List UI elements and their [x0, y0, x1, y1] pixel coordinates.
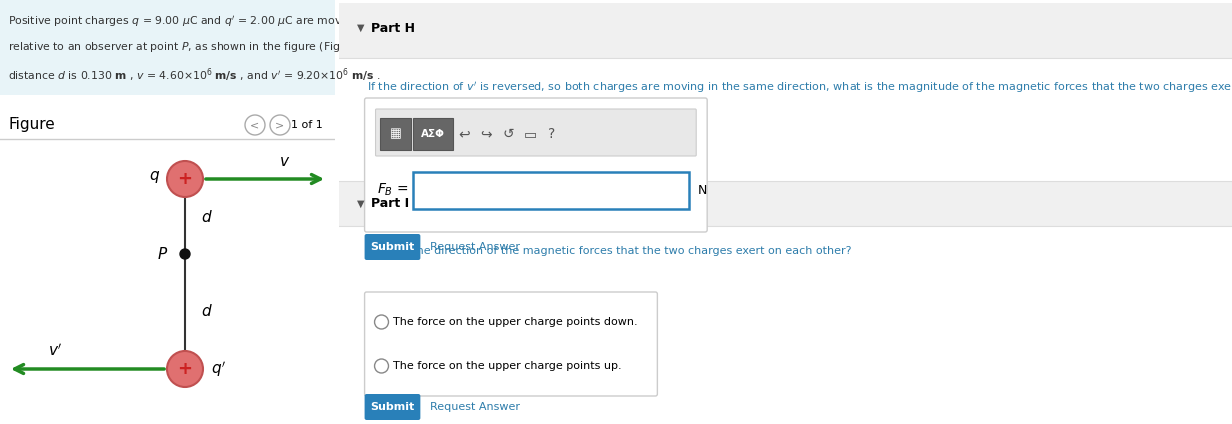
- Text: What is the direction of the magnetic forces that the two charges exert on each : What is the direction of the magnetic fo…: [367, 246, 851, 256]
- Text: ?: ?: [548, 127, 556, 141]
- Text: The force on the upper charge points down.: The force on the upper charge points dow…: [393, 317, 638, 327]
- Text: Submit: Submit: [371, 402, 415, 412]
- Text: Submit: Submit: [371, 242, 415, 252]
- Text: $d$: $d$: [201, 209, 213, 224]
- Text: $q'$: $q'$: [212, 359, 227, 379]
- FancyBboxPatch shape: [379, 118, 411, 150]
- Circle shape: [168, 161, 203, 197]
- Bar: [0, 0, 335, 95]
- Text: ▦: ▦: [389, 128, 402, 140]
- FancyBboxPatch shape: [365, 234, 420, 260]
- Text: ↪: ↪: [480, 127, 492, 141]
- Text: ΑΣΦ: ΑΣΦ: [421, 129, 445, 139]
- FancyBboxPatch shape: [365, 98, 707, 232]
- Text: Request Answer: Request Answer: [430, 402, 520, 412]
- Text: ▭: ▭: [524, 127, 536, 141]
- Text: <: <: [250, 120, 260, 130]
- FancyBboxPatch shape: [365, 292, 658, 396]
- Text: $v'$: $v'$: [48, 343, 63, 359]
- Text: ▼: ▼: [356, 198, 365, 209]
- Bar: [339, 3, 1232, 58]
- Text: Part I: Part I: [371, 197, 409, 210]
- Circle shape: [245, 115, 265, 135]
- Text: ▼: ▼: [356, 23, 365, 33]
- Text: Figure: Figure: [7, 117, 54, 132]
- Text: $d$: $d$: [201, 304, 213, 320]
- Text: ↩: ↩: [458, 127, 469, 141]
- Text: ↺: ↺: [503, 127, 514, 141]
- Text: If the direction of $v'$ is reversed, so both charges are moving in the same dir: If the direction of $v'$ is reversed, so…: [367, 80, 1232, 95]
- Bar: [339, 181, 1232, 226]
- Text: Part H: Part H: [371, 22, 414, 34]
- Text: $F_B$ =: $F_B$ =: [377, 182, 408, 198]
- Text: $P$: $P$: [158, 246, 169, 262]
- Circle shape: [375, 359, 388, 373]
- FancyBboxPatch shape: [365, 394, 420, 420]
- Text: distance $d$ is 0.130 $\mathbf{m}$ , $v$ = 4.60×10$^6$ $\mathbf{m/s}$ , and $v'$: distance $d$ is 0.130 $\mathbf{m}$ , $v$…: [7, 66, 381, 84]
- Text: Positive point charges $q$ = 9.00 $\mu$C and $q'$ = 2.00 $\mu$C are moving: Positive point charges $q$ = 9.00 $\mu$C…: [7, 14, 359, 29]
- Circle shape: [180, 249, 190, 259]
- FancyBboxPatch shape: [414, 118, 453, 150]
- Circle shape: [375, 315, 388, 329]
- Text: 1 of 1: 1 of 1: [291, 120, 323, 130]
- FancyBboxPatch shape: [414, 172, 689, 209]
- Text: N: N: [699, 184, 707, 197]
- Text: >: >: [276, 120, 285, 130]
- Text: $v$: $v$: [280, 153, 291, 168]
- Text: $q$: $q$: [149, 169, 160, 185]
- Text: +: +: [177, 170, 192, 188]
- FancyBboxPatch shape: [376, 109, 696, 156]
- Text: relative to an observer at point $P$, as shown in the figure (Figure 1). The: relative to an observer at point $P$, as…: [7, 40, 400, 54]
- Text: Request Answer: Request Answer: [430, 242, 520, 252]
- Circle shape: [168, 351, 203, 387]
- Text: +: +: [177, 360, 192, 378]
- Text: The force on the upper charge points up.: The force on the upper charge points up.: [393, 361, 622, 371]
- Circle shape: [270, 115, 290, 135]
